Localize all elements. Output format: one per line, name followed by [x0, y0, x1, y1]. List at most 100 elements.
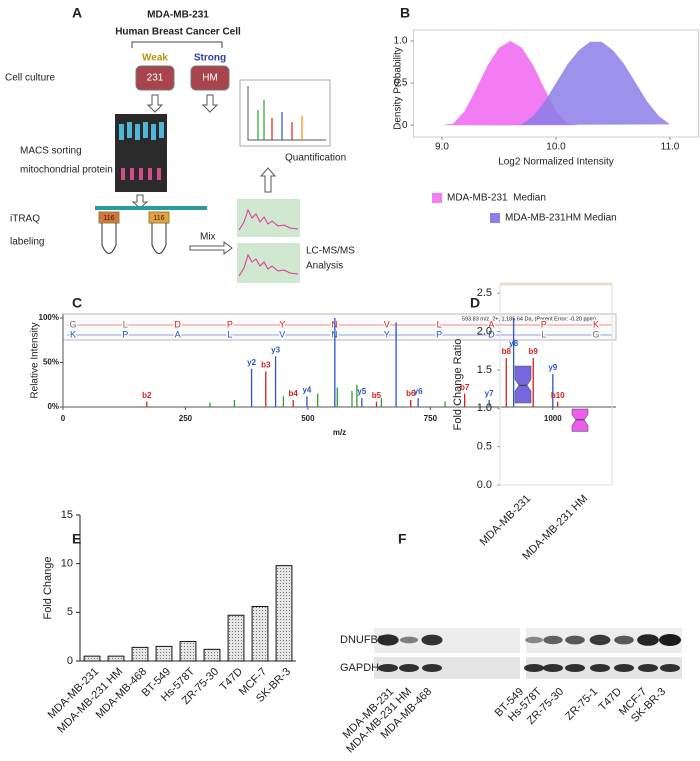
sequence-residue: D: [174, 319, 181, 329]
sequence-residue: A: [175, 329, 181, 339]
sequence-residue: V: [279, 329, 285, 339]
dish-label: HM: [202, 73, 218, 84]
x-tick-label: MDA-MB-231: [478, 493, 534, 549]
legend-label: MDA-MB-231HM Median: [505, 213, 617, 224]
lc-line: [238, 208, 299, 231]
blot-band: [543, 664, 563, 672]
western-blot: [374, 628, 682, 679]
protein-label: DNUFB9: [340, 634, 384, 646]
arrow: [189, 241, 233, 255]
box-lower: [571, 419, 589, 432]
blot-band: [638, 664, 658, 672]
blot-band: [589, 634, 611, 646]
cell-line: MDA-MB-231: [147, 10, 209, 21]
lane-label: ZR-75-1: [563, 686, 600, 723]
y-axis-label: Fold Change: [42, 557, 54, 620]
bar: [251, 605, 269, 662]
blot-band: [399, 664, 419, 672]
ms-peaks: [257, 100, 303, 140]
y-axis-label: Density Probability: [393, 47, 404, 130]
ms-axis: [247, 86, 326, 141]
step-label: mitochondrial protein: [20, 165, 113, 176]
bar: [275, 565, 293, 662]
peak-label: b6: [406, 389, 416, 398]
blot-band: [421, 634, 443, 646]
y-tick-label: 10: [61, 558, 73, 570]
y-tick-label: 15: [61, 509, 73, 521]
step-label: Cell culture: [5, 73, 55, 84]
blot-band: [525, 636, 543, 644]
blot-band: [377, 634, 399, 646]
y-tick-label: 0: [402, 120, 408, 131]
sequence-residue: L: [541, 329, 546, 339]
sequence-residue: P: [227, 319, 233, 329]
blot-band: [399, 636, 419, 644]
strong-label: Strong: [194, 53, 226, 64]
density-area: [442, 41, 670, 126]
box-lower: [514, 384, 532, 404]
sequence-residue: A: [488, 319, 494, 329]
tag: [98, 211, 120, 224]
sequence-residue: K: [593, 319, 599, 329]
blot-strip: [374, 657, 520, 679]
dish: [135, 65, 175, 91]
bar: [95, 206, 207, 210]
peak-label: b7: [460, 383, 470, 392]
y-tick-label: 1.0: [394, 36, 408, 47]
arrow: [131, 194, 149, 209]
peak-label: y2: [247, 358, 256, 367]
peak-label: y3: [271, 345, 280, 354]
x-tick-label: 250: [179, 414, 193, 423]
tubes: [119, 122, 164, 140]
y-axis-label: Relative Intensity: [30, 322, 41, 398]
sequence-residue: P: [122, 329, 128, 339]
protein-label: GAPDH: [340, 662, 379, 674]
workflow: MDA-MB-231 Human Breast Cancer Cell Weak…: [5, 10, 355, 283]
y-tick-label: 5: [67, 606, 73, 618]
bracket: [131, 41, 223, 48]
analysis-label: Analysis: [306, 261, 343, 272]
y-tick-label: 0.5: [477, 441, 492, 453]
blot-band: [378, 664, 398, 672]
y-tick-label: 1.5: [477, 364, 492, 376]
blot-band: [614, 664, 634, 672]
quantification-label: Quantification: [285, 153, 346, 164]
step-label: MACS sorting: [20, 146, 82, 157]
panel-label: C: [72, 295, 82, 311]
x-tick-label: 10.0: [546, 142, 566, 153]
x-tick-label: 9.0: [435, 142, 449, 153]
tag: [148, 211, 170, 224]
y-tick-label: 0.5: [394, 78, 408, 89]
x-tick-label: 500: [301, 414, 315, 423]
legend-label: MDA-MB-231 Median: [447, 193, 546, 204]
sequence-residue: L: [227, 329, 232, 339]
legend-swatch: [490, 213, 500, 223]
cell-type: Human Breast Cancer Cell: [115, 27, 241, 38]
dish: [190, 65, 230, 91]
sequence-residue: V: [384, 319, 390, 329]
sequence-residue: G: [592, 329, 599, 339]
box-upper: [571, 408, 589, 421]
peak-label: y9: [548, 363, 557, 372]
peak-label: b9: [529, 347, 539, 356]
step-label: iTRAQ: [10, 214, 40, 225]
peak-label: b4: [289, 389, 299, 398]
lc-trace: [237, 243, 300, 283]
y-tick-label: 100%: [39, 313, 59, 322]
step-label: labeling: [10, 237, 44, 248]
sequence-residue: L: [123, 319, 128, 329]
density-area: [442, 41, 670, 126]
peak-label: y6: [414, 387, 423, 396]
lc-trace: [237, 199, 300, 237]
sequence-residue: P: [436, 329, 442, 339]
arrow: [259, 167, 277, 193]
blot-band: [659, 634, 681, 646]
blot-band: [614, 635, 634, 645]
tag-label: 116: [153, 215, 164, 222]
y-tick-label: 0.0: [477, 479, 492, 491]
arrow: [146, 94, 164, 113]
peak-label: y8: [509, 339, 518, 348]
weak-label: Weak: [142, 53, 168, 64]
